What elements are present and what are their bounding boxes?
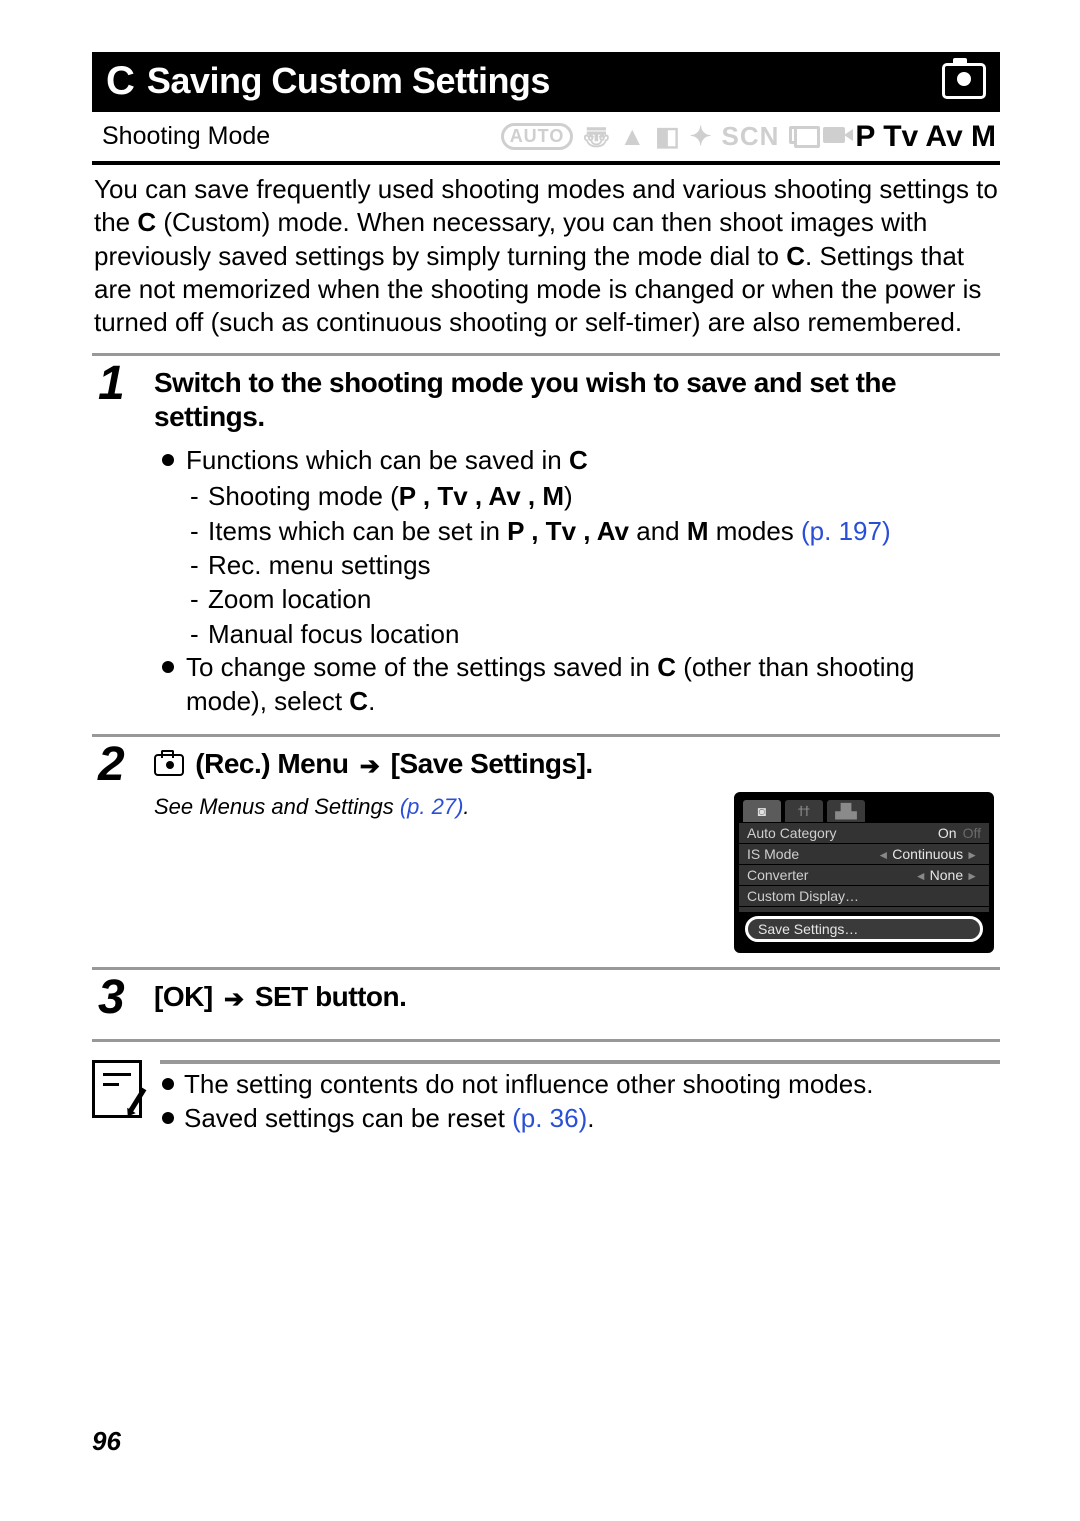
note-item: Saved settings can be reset (p. 36).	[160, 1102, 1000, 1136]
mode-scn-icon: SCN	[721, 121, 779, 152]
title-c-glyph: C	[106, 61, 135, 101]
page-ref-link[interactable]: (p. 36)	[512, 1103, 587, 1133]
mode-ptvavm: P Tv Av M	[855, 120, 996, 154]
arrow-icon: ➔	[224, 986, 244, 1015]
inline-c-icon: C	[137, 207, 156, 237]
bullet-item: Functions which can be saved in C	[160, 444, 994, 478]
page-ref-link[interactable]: (p. 197)	[801, 516, 891, 546]
bullet-item: To change some of the settings saved in …	[160, 651, 994, 719]
step-number: 3	[92, 970, 150, 1039]
dash-item: Shooting mode (P , Tv , Av , M)	[160, 479, 994, 513]
step-row: 1 Switch to the shooting mode you wish t…	[92, 356, 1000, 737]
notes-section: The setting contents do not influence ot…	[92, 1042, 1000, 1136]
step-row: 2 (Rec.) Menu ➔ [Save Settings]. See Men…	[92, 737, 1000, 970]
lcd-row: Custom Display…	[739, 885, 989, 906]
mode-icon-strip: AUTO 〠 ▲ ◧ ✦ SCN P Tv Av M	[288, 118, 996, 155]
mode-kids-icon: ✦	[690, 121, 712, 152]
step-title: [OK] ➔ SET button.	[154, 980, 994, 1025]
dash-item: Manual focus location	[160, 617, 994, 651]
dash-item: Rec. menu settings	[160, 548, 994, 582]
mode-portrait-icon: 〠	[583, 118, 609, 155]
mode-night-icon: ◧	[655, 121, 680, 152]
dash-item: Zoom location	[160, 582, 994, 616]
note-item: The setting contents do not influence ot…	[160, 1068, 1000, 1102]
lcd-tab-mycamera-icon: ▟▙	[827, 800, 865, 822]
intro-paragraph: You can save frequently used shooting mo…	[92, 165, 1000, 353]
page-title: Saving Custom Settings	[147, 60, 550, 102]
shooting-mode-label: Shooting Mode	[102, 122, 270, 151]
step-title: Switch to the shooting mode you wish to …	[154, 366, 994, 443]
rec-menu-icon	[154, 754, 184, 776]
page-ref-link[interactable]: (p. 27)	[400, 794, 464, 819]
lcd-cut-row	[739, 906, 989, 912]
lcd-row: IS Mode ◄Continuous►	[739, 843, 989, 864]
step-number: 2	[92, 737, 150, 967]
inline-c-icon: C	[786, 241, 805, 271]
mode-landscape-icon: ▲	[619, 121, 645, 152]
arrow-icon: ➔	[360, 753, 380, 782]
dash-item: Items which can be set in P , Tv , Av an…	[160, 514, 994, 548]
lcd-tab-rec-icon: ◙	[743, 800, 781, 822]
lcd-tab-tools-icon: ϯϯ	[785, 800, 823, 822]
step-number: 1	[92, 356, 150, 734]
camera-lcd-mock: ◙ ϯϯ ▟▙ Auto Category OnOff IS Mode ◄Con…	[734, 792, 994, 953]
step-title: (Rec.) Menu ➔ [Save Settings].	[154, 747, 994, 792]
page-number: 96	[92, 1426, 121, 1457]
lcd-row: Converter ◄None►	[739, 864, 989, 885]
mode-stitch-icon	[789, 126, 813, 147]
camera-icon	[942, 63, 986, 99]
see-reference: See Menus and Settings (p. 27).	[154, 792, 716, 828]
mode-movie-icon	[823, 127, 845, 147]
shooting-mode-row: Shooting Mode AUTO 〠 ▲ ◧ ✦ SCN P Tv Av M	[92, 112, 1000, 165]
lcd-row: Auto Category OnOff	[739, 822, 989, 843]
title-bar: C Saving Custom Settings	[92, 52, 1000, 112]
lcd-save-settings-highlight: Save Settings…	[745, 916, 983, 942]
memo-icon	[92, 1060, 142, 1118]
step-row: 3 [OK] ➔ SET button.	[92, 970, 1000, 1042]
steps-table: 1 Switch to the shooting mode you wish t…	[92, 353, 1000, 1042]
mode-auto-icon: AUTO	[501, 123, 574, 150]
